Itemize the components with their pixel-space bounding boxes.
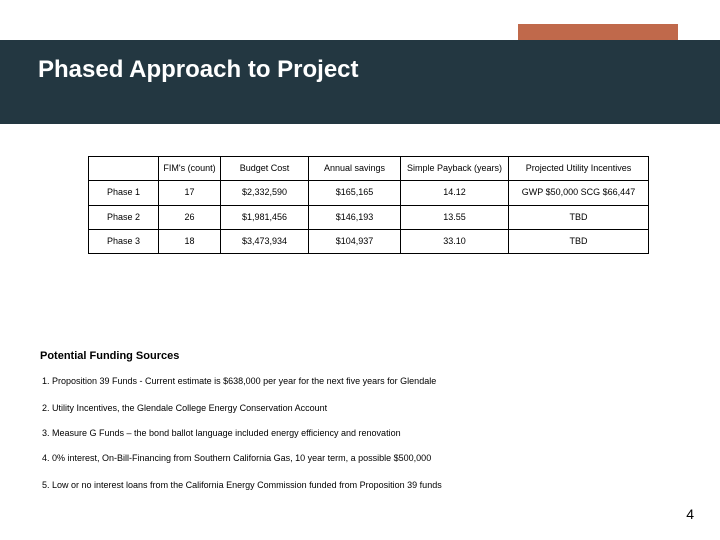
accent-block	[518, 24, 678, 40]
col-savings: Annual savings	[309, 157, 401, 181]
cell-fims: 18	[159, 229, 221, 253]
funding-item-2: 2. Utility Incentives, the Glendale Coll…	[42, 403, 680, 414]
col-payback: Simple Payback (years)	[401, 157, 509, 181]
funding-item-1: 1. Proposition 39 Funds - Current estima…	[42, 376, 680, 387]
funding-item-3: 3. Measure G Funds – the bond ballot lan…	[42, 428, 680, 439]
col-incentives: Projected Utility Incentives	[509, 157, 649, 181]
cell-budget: $2,332,590	[221, 181, 309, 205]
cell-budget: $3,473,934	[221, 229, 309, 253]
phases-table: FIM's (count) Budget Cost Annual savings…	[88, 156, 648, 254]
col-blank	[89, 157, 159, 181]
cell-incentives: TBD	[509, 205, 649, 229]
funding-header: Potential Funding Sources	[40, 350, 179, 362]
cell-budget: $1,981,456	[221, 205, 309, 229]
cell-payback: 33.10	[401, 229, 509, 253]
funding-item-5: 5. Low or no interest loans from the Cal…	[42, 480, 680, 491]
page-title: Phased Approach to Project	[38, 56, 359, 84]
cell-fims: 17	[159, 181, 221, 205]
table-row: Phase 3 18 $3,473,934 $104,937 33.10 TBD	[89, 229, 649, 253]
funding-item-4: 4. 0% interest, On-Bill-Financing from S…	[42, 453, 680, 464]
cell-phase: Phase 1	[89, 181, 159, 205]
table-header-row: FIM's (count) Budget Cost Annual savings…	[89, 157, 649, 181]
table-row: Phase 2 26 $1,981,456 $146,193 13.55 TBD	[89, 205, 649, 229]
cell-savings: $104,937	[309, 229, 401, 253]
table-row: Phase 1 17 $2,332,590 $165,165 14.12 GWP…	[89, 181, 649, 205]
cell-savings: $165,165	[309, 181, 401, 205]
cell-savings: $146,193	[309, 205, 401, 229]
cell-phase: Phase 3	[89, 229, 159, 253]
col-budget: Budget Cost	[221, 157, 309, 181]
cell-payback: 13.55	[401, 205, 509, 229]
cell-payback: 14.12	[401, 181, 509, 205]
col-fims: FIM's (count)	[159, 157, 221, 181]
page-number: 4	[686, 506, 694, 522]
cell-incentives: GWP $50,000 SCG $66,447	[509, 181, 649, 205]
cell-fims: 26	[159, 205, 221, 229]
cell-incentives: TBD	[509, 229, 649, 253]
cell-phase: Phase 2	[89, 205, 159, 229]
